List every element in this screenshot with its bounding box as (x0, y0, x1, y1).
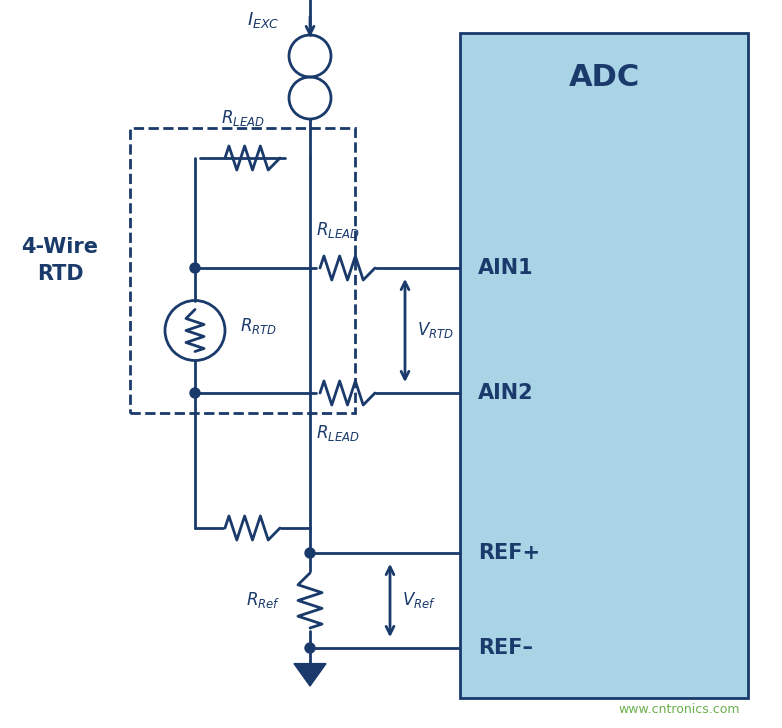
Polygon shape (294, 664, 326, 686)
Circle shape (305, 643, 315, 653)
Circle shape (305, 548, 315, 558)
Circle shape (190, 388, 200, 398)
Text: $R_{RTD}$: $R_{RTD}$ (240, 315, 277, 336)
Text: $V_{Ref}$: $V_{Ref}$ (402, 590, 436, 611)
Text: REF–: REF– (478, 638, 533, 658)
Text: $I_{EXC}$: $I_{EXC}$ (247, 10, 280, 30)
Text: ADC: ADC (569, 63, 640, 92)
Text: $R_{LEAD}$: $R_{LEAD}$ (316, 220, 360, 240)
Text: AIN2: AIN2 (478, 383, 533, 403)
Text: REF+: REF+ (478, 543, 540, 563)
Text: AIN1: AIN1 (478, 258, 533, 278)
Text: www.cntronics.com: www.cntronics.com (619, 703, 740, 716)
Bar (130, 128, 355, 413)
Text: $R_{LEAD}$: $R_{LEAD}$ (316, 423, 360, 443)
Bar (460, 33, 748, 698)
Circle shape (190, 263, 200, 273)
Text: $V_{RTD}$: $V_{RTD}$ (417, 320, 454, 341)
Text: 4-Wire
RTD: 4-Wire RTD (21, 237, 99, 284)
Text: $R_{Ref}$: $R_{Ref}$ (246, 590, 280, 611)
Text: $R_{LEAD}$: $R_{LEAD}$ (221, 108, 264, 128)
